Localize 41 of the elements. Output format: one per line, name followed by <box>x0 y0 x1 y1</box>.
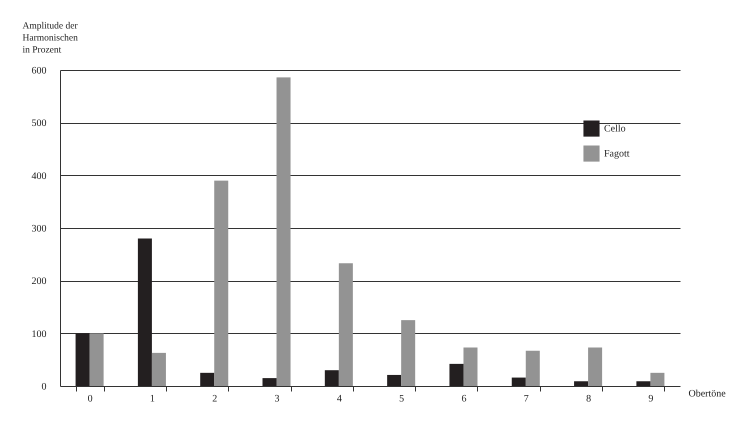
bar <box>90 333 104 386</box>
x-tick-label: 0 <box>88 394 93 404</box>
x-axis-title: Obertöne <box>688 388 726 400</box>
x-tick-label: 7 <box>524 394 529 404</box>
bar <box>588 348 602 386</box>
bar <box>214 180 228 386</box>
x-tick-label: 3 <box>274 394 280 404</box>
bar <box>324 370 339 386</box>
y-tick-label: 100 <box>32 328 46 340</box>
bar <box>138 238 152 386</box>
x-tick-label: 4 <box>336 394 342 404</box>
x-tick-label: 9 <box>648 394 654 404</box>
bar <box>152 352 166 386</box>
bar <box>200 372 214 386</box>
bar <box>574 381 588 386</box>
legend-label: Cello <box>604 124 626 134</box>
bar <box>76 333 90 386</box>
y-tick-label: 500 <box>32 118 46 130</box>
bar <box>636 381 650 386</box>
x-tick-label: 6 <box>461 394 466 404</box>
y-tick-label: 400 <box>32 170 46 182</box>
bar <box>387 374 402 386</box>
x-tick-label: 5 <box>399 394 404 404</box>
bar <box>262 378 277 386</box>
bar <box>463 348 478 386</box>
y-tick-label: 600 <box>32 66 46 76</box>
bar <box>650 372 664 386</box>
y-axis-title: Amplitude der Harmonischen in Prozent <box>22 22 78 56</box>
x-tick-label: 2 <box>212 394 218 404</box>
y-tick-label: 200 <box>32 276 46 288</box>
bar <box>449 364 464 386</box>
y-tick-label: 0 <box>42 382 46 392</box>
y-tick-label: 300 <box>32 224 46 234</box>
bar <box>338 263 353 386</box>
x-tick-label: 1 <box>150 394 155 404</box>
x-tick-label: 8 <box>586 394 592 404</box>
bar <box>401 320 416 386</box>
bar <box>512 378 526 386</box>
bar <box>276 77 291 386</box>
bar <box>526 350 540 386</box>
legend-label: Fagott <box>604 148 630 160</box>
